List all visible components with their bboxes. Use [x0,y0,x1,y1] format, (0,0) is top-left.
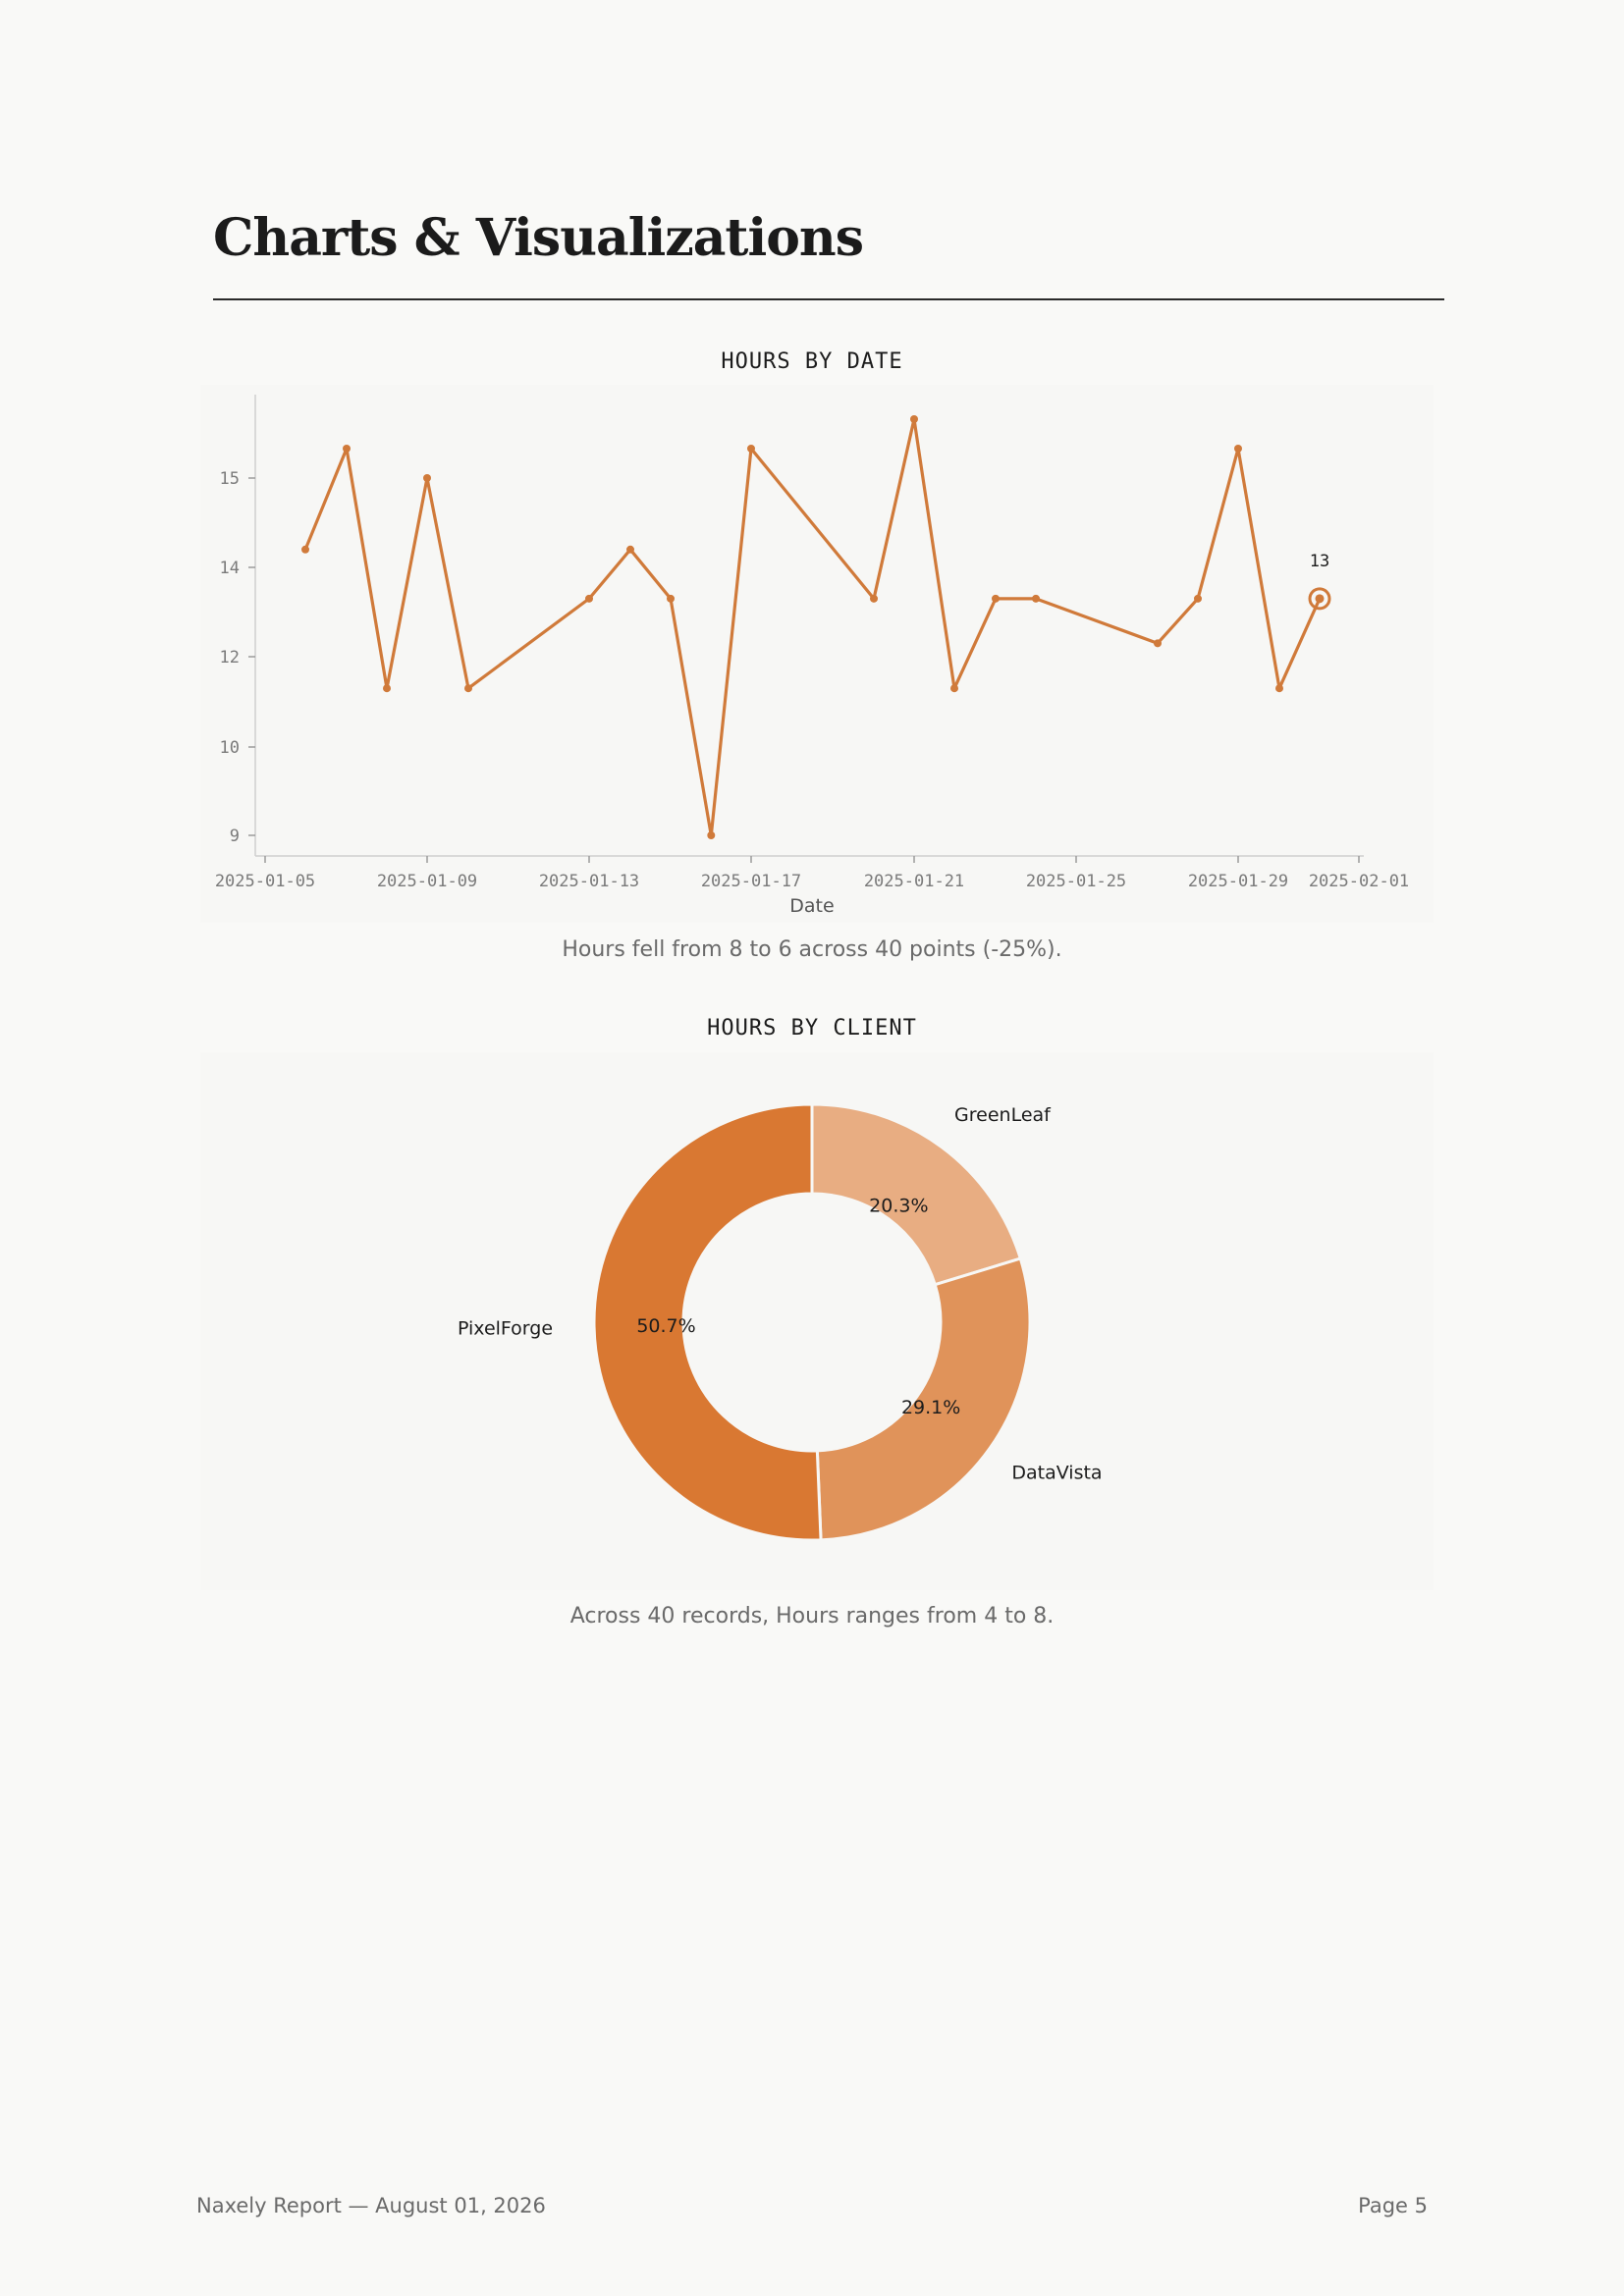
x-tick-label: 2025-01-09 [377,872,477,891]
pie-chart-title: HOURS BY CLIENT [707,1016,917,1041]
donut-chart: 20.3% GreenLeaf 29.1% DataVista 50.7% PixelFo… [458,1102,1103,1542]
x-tick-label: 2025-01-17 [701,872,801,891]
data-point [1275,684,1283,693]
data-point [301,545,309,554]
y-tick-label: 15 [220,469,240,489]
highlight-ring [1308,587,1331,611]
title-divider [213,298,1444,300]
data-point [910,415,918,423]
y-tick-label: 14 [220,559,240,578]
slice-percent-label: 29.1% [901,1397,960,1418]
y-tick-label: 12 [220,648,240,667]
data-point [343,445,351,453]
highlight-point [1315,594,1325,604]
data-point [707,831,716,839]
data-point [585,594,593,603]
data-point [870,594,878,603]
slice-percent-label: 20.3% [869,1196,928,1217]
data-point [667,594,675,603]
data-point [1234,445,1242,453]
data-point [950,684,958,693]
slice-datavista [815,1256,1032,1542]
slice-name-label: PixelForge [458,1317,553,1339]
y-tick-label: 9 [230,827,240,846]
data-point [1194,594,1202,603]
x-tick-label: 2025-02-01 [1309,872,1409,891]
line-chart-title: HOURS BY DATE [721,349,903,374]
slice-name-label: GreenLeaf [954,1104,1052,1126]
data-point [992,594,1000,603]
series-line [303,417,1322,837]
slice-greenleaf [810,1102,1023,1287]
data-point [383,684,391,693]
x-axis-label: Date [789,895,834,917]
x-tick-label: 2025-01-21 [864,872,964,891]
x-tick-label: 2025-01-13 [539,872,639,891]
slice-pixelforge [592,1102,823,1542]
data-point [1154,639,1162,648]
annotation-label: 13 [1310,552,1329,571]
y-tick-label: 10 [220,738,240,758]
line-chart: 2025-01-05 2025-01-09 2025-01-13 2025-01-17… [215,395,1409,917]
data-point [423,474,431,482]
data-point [1032,594,1040,603]
x-tick-label: 2025-01-29 [1188,872,1288,891]
x-tick-label: 2025-01-05 [215,872,315,891]
data-point [626,545,634,554]
pie-chart-caption: Across 40 records, Hours ranges from 4 t… [569,1604,1055,1629]
x-tick-label: 2025-01-25 [1026,872,1126,891]
data-point [747,445,755,453]
slice-name-label: DataVista [1011,1463,1102,1484]
pie-chart-panel: 20.3% GreenLeaf 29.1% DataVista 50.7% PixelFo… [200,1052,1434,1590]
slice-percent-label: 50.7% [636,1315,695,1337]
page-title: Charts & Visualizations [213,208,864,268]
line-chart-caption: Hours fell from 8 to 6 across 40 points … [562,937,1062,962]
footer-report-label: Naxely Report — August 01, 2026 [196,2194,546,2217]
data-point [464,684,472,693]
line-chart-panel: 2025-01-05 2025-01-09 2025-01-13 2025-01-17… [200,385,1434,923]
footer-page-number: Page 5 [1358,2194,1428,2217]
